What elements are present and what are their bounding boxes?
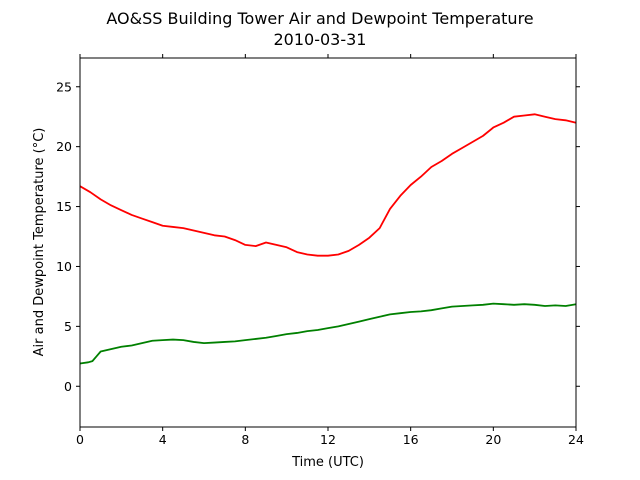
x-axis-label: Time (UTC) [291, 455, 364, 470]
y-tick-label: 25 [56, 79, 72, 94]
chart-title: AO&SS Building Tower Air and Dewpoint Te… [106, 9, 533, 28]
axes: 0 4 8 12 16 20 24 0 5 10 15 20 25 [56, 54, 584, 447]
chart-subtitle: 2010-03-31 [274, 30, 367, 49]
y-tick-label: 0 [64, 379, 72, 394]
x-tick-label: 16 [403, 432, 419, 447]
x-tick-label: 12 [320, 432, 336, 447]
y-tick-label: 10 [56, 259, 72, 274]
x-tick-label: 24 [568, 432, 584, 447]
series-line-2 [79, 302, 577, 365]
plot-frame [79, 57, 577, 428]
x-tick-label: 4 [159, 432, 167, 447]
y-tick-label: 20 [56, 139, 72, 154]
y-axis-label: Air and Dewpoint Temperature (°C) [32, 128, 47, 357]
x-tick-label: 0 [76, 432, 84, 447]
plot-area [79, 113, 577, 365]
y-tick-label: 5 [64, 319, 72, 334]
series-line-1 [79, 113, 577, 257]
y-tick-label: 15 [56, 199, 72, 214]
x-tick-label: 20 [485, 432, 501, 447]
x-tick-label: 8 [241, 432, 249, 447]
